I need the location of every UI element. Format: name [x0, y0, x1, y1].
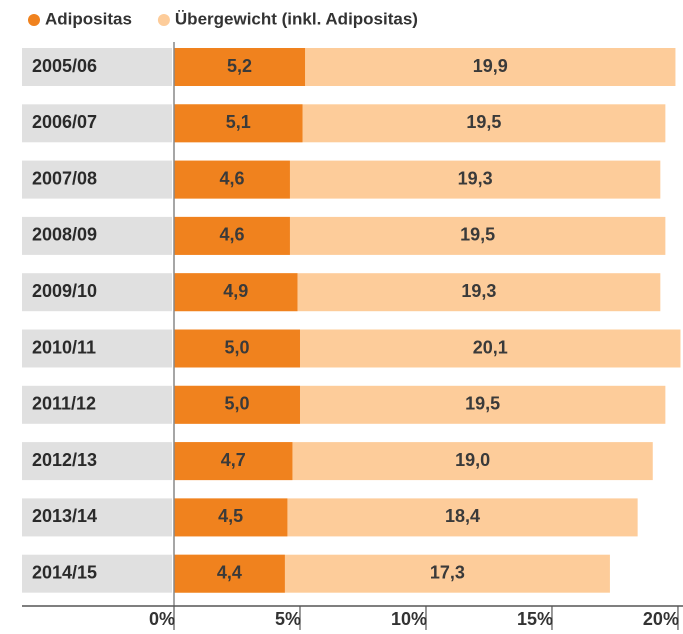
- x-tick-label: 10%: [391, 609, 427, 629]
- value-label: 19,5: [466, 112, 501, 132]
- value-label: 19,0: [455, 450, 490, 470]
- category-label: 2014/15: [32, 562, 97, 582]
- value-label: 19,9: [473, 56, 508, 76]
- value-label: 4,4: [217, 562, 242, 582]
- category-label: 2011/12: [32, 394, 96, 414]
- legend-label: Übergewicht (inkl. Adipositas): [175, 9, 418, 28]
- x-tick-label: 20%: [643, 609, 679, 629]
- value-label: 4,7: [221, 450, 246, 470]
- x-tick-label: 0%: [149, 609, 175, 629]
- chart: Adipositas Übergewicht (inkl. Adipositas)…: [0, 0, 683, 634]
- category-label: 2010/11: [32, 337, 96, 357]
- category-label: 2005/06: [32, 56, 97, 76]
- category-label: 2009/10: [32, 281, 97, 301]
- value-label: 5,0: [224, 394, 249, 414]
- category-label: 2013/14: [32, 506, 97, 526]
- category-label: 2008/09: [32, 225, 97, 245]
- category-label: 2006/07: [32, 112, 97, 132]
- value-label: 20,1: [473, 337, 508, 357]
- value-label: 5,0: [224, 337, 249, 357]
- value-label: 4,9: [223, 281, 248, 301]
- value-label: 19,5: [465, 394, 500, 414]
- legend-swatch: [28, 14, 40, 26]
- value-label: 5,1: [226, 112, 251, 132]
- value-label: 5,2: [227, 56, 252, 76]
- value-label: 19,5: [460, 225, 495, 245]
- value-label: 19,3: [458, 168, 493, 188]
- value-label: 19,3: [461, 281, 496, 301]
- value-label: 17,3: [430, 562, 465, 582]
- value-label: 4,6: [219, 168, 244, 188]
- value-label: 18,4: [445, 506, 480, 526]
- category-label: 2012/13: [32, 450, 97, 470]
- category-label: 2007/08: [32, 168, 97, 188]
- value-label: 4,5: [218, 506, 243, 526]
- value-label: 4,6: [219, 225, 244, 245]
- legend-swatch: [158, 14, 170, 26]
- x-tick-label: 15%: [517, 609, 553, 629]
- legend-label: Adipositas: [45, 9, 132, 28]
- x-tick-label: 5%: [275, 609, 301, 629]
